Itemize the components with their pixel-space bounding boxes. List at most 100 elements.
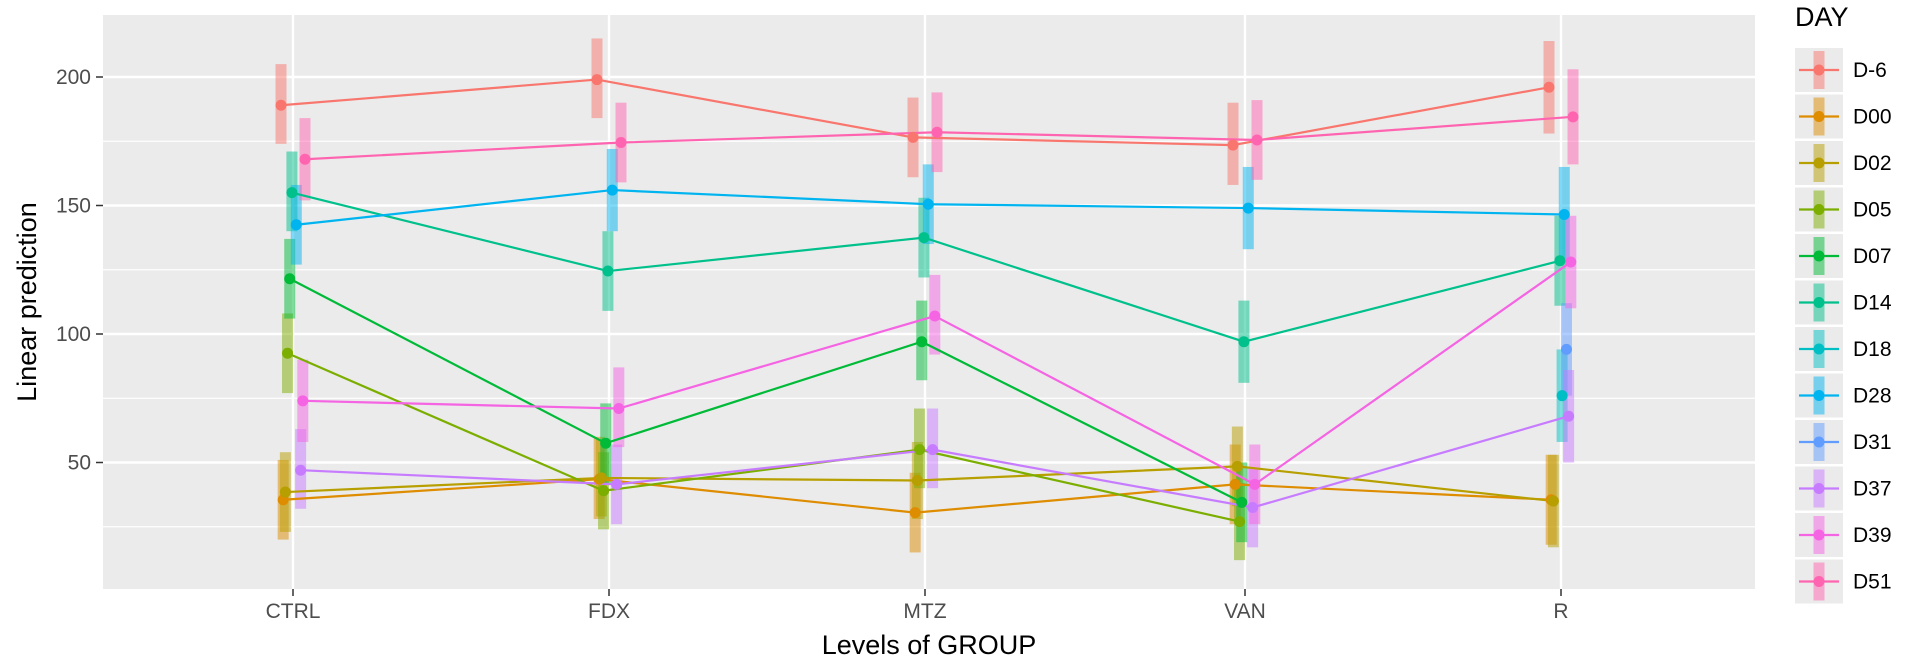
legend-label: D02 — [1853, 152, 1892, 175]
legend-key-point — [1813, 157, 1825, 169]
legend-item-d39: D39 — [1795, 513, 1892, 557]
data-point-d37 — [927, 444, 939, 456]
data-point-d07 — [1236, 496, 1248, 508]
data-point-d07 — [600, 437, 612, 449]
legend-item-d05: D05 — [1795, 187, 1892, 232]
data-point-d28 — [606, 184, 618, 196]
plot-panel — [103, 15, 1755, 589]
legend-item-d00: D00 — [1795, 94, 1892, 139]
data-point-d37 — [1563, 410, 1575, 422]
legend-key-point — [1813, 111, 1825, 122]
legend-item-d02: D02 — [1795, 141, 1892, 185]
x-tick-label: VAN — [1224, 600, 1266, 623]
series-layer — [275, 38, 1579, 561]
data-point-d37 — [611, 478, 623, 490]
x-tick-label: MTZ — [903, 600, 946, 623]
legend-item-d37: D37 — [1795, 466, 1892, 511]
data-point-d37 — [295, 464, 307, 476]
legend-label: D37 — [1853, 478, 1892, 501]
legend-label: D07 — [1853, 245, 1892, 268]
data-point-d-6 — [591, 74, 603, 86]
legend-label: D00 — [1853, 106, 1892, 129]
legend-label: D28 — [1853, 385, 1892, 408]
x-tick-label: CTRL — [266, 600, 321, 623]
data-point-d51 — [931, 126, 943, 138]
y-tick-label: 150 — [56, 195, 91, 218]
x-axis: CTRL FDX MTZ VAN R — [266, 589, 1569, 623]
data-point-d14 — [1238, 336, 1250, 348]
data-point-d-6 — [1227, 139, 1239, 151]
data-point-d28 — [290, 219, 302, 231]
data-point-d39 — [1565, 256, 1577, 268]
legend-label: D51 — [1853, 571, 1892, 594]
legend-key-point — [1813, 297, 1825, 308]
y-axis: 50 100 150 200 — [56, 66, 103, 475]
y-axis-title: Linear prediction — [12, 202, 42, 402]
data-point-d39 — [1249, 478, 1261, 490]
legend-label: D05 — [1853, 199, 1892, 222]
data-point-d51 — [299, 153, 311, 165]
legend-item-d-6: D-6 — [1795, 48, 1887, 92]
data-point-d00 — [1229, 478, 1241, 490]
data-point-d07 — [916, 336, 928, 348]
legend-item-d51: D51 — [1795, 559, 1892, 604]
data-point-d-6 — [1543, 81, 1555, 93]
data-point-d14 — [1554, 255, 1566, 267]
data-point-d02 — [595, 472, 607, 484]
legend-key-point — [1813, 343, 1825, 355]
data-point-d28 — [922, 198, 934, 210]
legend-item-d14: D14 — [1795, 280, 1892, 325]
data-point-d39 — [929, 310, 941, 322]
data-point-d07 — [284, 273, 296, 285]
data-point-d51 — [1567, 111, 1579, 123]
legend-label: D14 — [1853, 292, 1892, 315]
legend-label: D31 — [1853, 431, 1892, 454]
data-point-d02 — [279, 486, 291, 498]
legend-label: D39 — [1853, 524, 1892, 547]
legend-key-point — [1813, 576, 1825, 587]
data-point-d14 — [286, 187, 298, 199]
data-point-d00 — [909, 507, 921, 519]
y-tick-label: 100 — [56, 323, 91, 346]
data-point-d-6 — [275, 99, 287, 111]
data-point-d28 — [1242, 202, 1254, 214]
x-tick-label: FDX — [588, 600, 630, 623]
data-point-d05 — [914, 444, 926, 456]
data-point-d02 — [1547, 495, 1559, 507]
data-point-d51 — [615, 137, 627, 149]
legend-key-point — [1813, 529, 1825, 541]
data-point-d39 — [297, 395, 309, 407]
data-point-d31 — [1560, 343, 1572, 355]
legend-key-point — [1813, 390, 1825, 401]
data-point-d02 — [911, 474, 923, 486]
data-point-d-6 — [907, 131, 919, 143]
legend-title: DAY — [1795, 2, 1849, 32]
legend-item-d28: D28 — [1795, 373, 1892, 418]
minor-gridlines — [103, 140, 1755, 528]
data-point-d14 — [602, 265, 614, 277]
legend-item-d18: D18 — [1795, 327, 1892, 371]
series-line-d07 — [289, 277, 1243, 504]
data-point-d28 — [1558, 208, 1570, 220]
legend-key-point — [1813, 250, 1825, 262]
legend-label: D-6 — [1853, 59, 1887, 82]
legend-item-d31: D31 — [1795, 420, 1892, 464]
x-tick-label: R — [1553, 600, 1568, 623]
y-tick-label: 200 — [56, 66, 91, 89]
data-point-d05 — [282, 347, 294, 359]
data-point-d05 — [1234, 516, 1246, 528]
data-point-d39 — [613, 403, 625, 415]
data-point-d02 — [1231, 460, 1243, 472]
legend-key-point — [1813, 204, 1825, 215]
legend-label: D18 — [1853, 338, 1892, 361]
series-line-d05 — [287, 352, 1240, 523]
data-point-d51 — [1251, 134, 1263, 146]
legend-key-point — [1813, 436, 1825, 448]
legend-key-point — [1813, 483, 1825, 494]
x-axis-title: Levels of GROUP — [822, 630, 1037, 660]
legend-key-point — [1813, 64, 1825, 76]
data-point-d37 — [1247, 501, 1259, 513]
data-point-d18 — [1556, 390, 1568, 402]
